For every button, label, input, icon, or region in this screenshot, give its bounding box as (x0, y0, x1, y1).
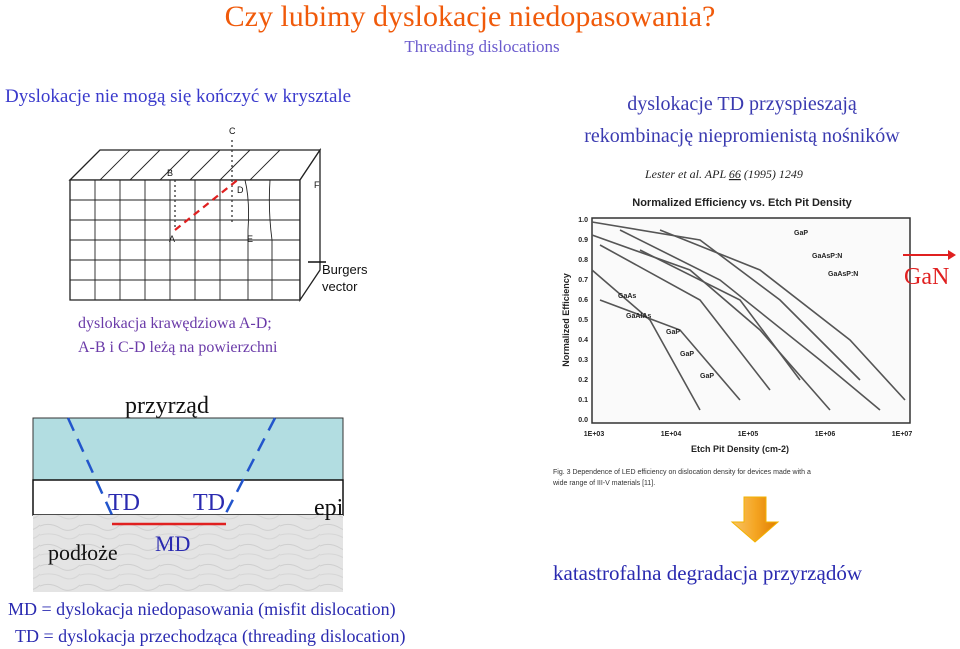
figure-title: Normalized Efficiency vs. Etch Pit Densi… (632, 197, 852, 209)
crystal-label: B (167, 168, 173, 178)
subtitle: Threading dislocations (404, 37, 559, 56)
figure-x-tick: 1E+06 (815, 431, 836, 438)
figure-annotation: GaP (680, 351, 694, 358)
crystal-diagram (68, 140, 326, 303)
device-title: przyrząd (125, 393, 209, 419)
figure-y-tick: 1.0 (578, 217, 588, 224)
figure: Normalized Efficiency vs. Etch Pit Densi… (552, 197, 912, 487)
reference-rest: (1995) 1249 (741, 167, 803, 181)
burgers-label: Burgers (322, 262, 368, 277)
reference: Lester et al. APL 66 (1995) 1249 (644, 167, 803, 181)
figure-annotation: GaAs (618, 293, 636, 300)
figure-x-tick: 1E+03 (584, 431, 605, 438)
figure-y-tick: 0.2 (578, 377, 588, 384)
figure-x-tick: 1E+05 (738, 431, 759, 438)
substrate-label: podłoże (48, 540, 118, 565)
figure-annotation: GaAsP:N (812, 253, 842, 260)
figure-caption: Fig. 3 Dependence of LED efficiency on d… (553, 469, 811, 476)
figure-y-tick: 0.7 (578, 277, 588, 284)
figure-caption: wide range of III-V materials [11]. (552, 480, 655, 487)
crystal-label: F (314, 180, 320, 190)
crystal-label: E (247, 234, 253, 244)
figure-y-tick: 0.8 (578, 257, 588, 264)
conclusion: katastrofalna degradacja przyrządów (553, 561, 863, 585)
crystal-caption: A-B i C-D leżą na powierzchni (78, 339, 278, 356)
figure-y-tick: 0.4 (578, 337, 588, 344)
md-label: MD (155, 531, 190, 556)
legend-line: TD = dyslokacja przechodząca (threading … (15, 626, 406, 647)
td-label: TD (193, 490, 225, 516)
crystal-label: D (237, 185, 244, 195)
figure-y-tick: 0.1 (578, 397, 588, 404)
down-arrow (730, 496, 780, 543)
reference-volume: 66 (729, 167, 741, 181)
figure-y-tick: 0.3 (578, 357, 588, 364)
epi-label: epi (314, 495, 344, 521)
figure-annotation: GaP (666, 329, 680, 336)
figure-annotation: GaP (700, 373, 714, 380)
right-heading: rekombinację niepromienistą nośników (584, 125, 900, 147)
crystal-label: C (229, 126, 236, 136)
right-heading: dyslokacje TD przyspieszają (627, 93, 858, 115)
title: Czy lubimy dyslokacje niedopasowania? (225, 0, 716, 33)
crystal-caption: dyslokacja krawędziowa A-D; (78, 315, 272, 332)
reference-authors: Lester et al. APL (644, 167, 729, 181)
figure-x-label: Etch Pit Density (cm-2) (691, 444, 789, 454)
figure-y-tick: 0.0 (578, 417, 588, 424)
figure-annotation: GaAsP:N (828, 271, 858, 278)
crystal-label: A (169, 234, 175, 244)
left-heading: Dyslokacje nie mogą się kończyć w kryszt… (5, 86, 351, 107)
figure-y-tick: 0.6 (578, 297, 588, 304)
td-label: TD (108, 490, 140, 516)
figure-annotation: GaP (794, 230, 808, 237)
figure-x-tick: 1E+04 (661, 431, 682, 438)
device-diagram (32, 417, 344, 592)
figure-y-tick: 0.5 (578, 317, 588, 324)
figure-x-tick: 1E+07 (892, 431, 913, 438)
gan-label: GaN (904, 264, 949, 290)
figure-y-tick: 0.9 (578, 237, 588, 244)
burgers-label: vector (322, 279, 358, 294)
figure-y-label: Normalized Efficiency (561, 273, 571, 367)
figure-curves (591, 221, 906, 411)
figure-annotation: GaAlAs (626, 313, 651, 320)
legend-line: MD = dyslokacja niedopasowania (misfit d… (8, 599, 396, 620)
